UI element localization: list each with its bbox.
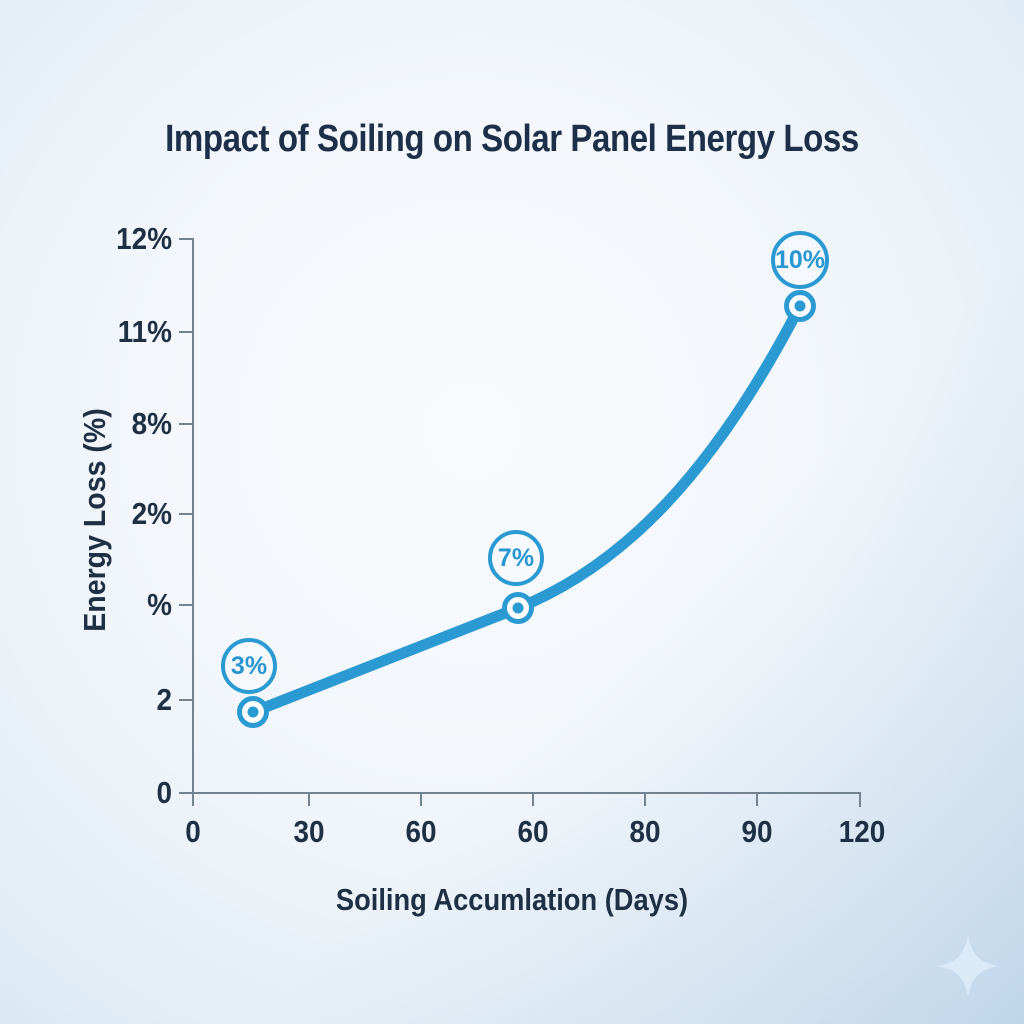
y-tick-label: 2 <box>156 682 172 717</box>
x-axis-line <box>179 792 861 807</box>
y-tick-label: 8% <box>131 406 172 441</box>
data-point-marker-day58 <box>502 592 534 624</box>
data-point-marker-day16 <box>237 696 269 728</box>
x-tick-label: 60 <box>517 814 549 849</box>
y-tick-label: 0 <box>156 775 172 810</box>
y-tick-label: 12% <box>116 221 172 256</box>
value-badge-3pct: 3% <box>221 638 277 694</box>
x-tick-label: 90 <box>741 814 773 849</box>
value-badge-7pct: 7% <box>488 530 544 586</box>
y-axis-ticks <box>179 331 193 701</box>
x-tick-label: 60 <box>405 814 437 849</box>
y-axis-title: Energy Loss (%) <box>77 408 112 632</box>
y-axis-line <box>179 238 194 806</box>
x-tick-label: 120 <box>838 814 886 849</box>
x-tick-label: 80 <box>629 814 661 849</box>
chart-title: Impact of Soiling on Solar Panel Energy … <box>165 118 859 160</box>
x-axis-ticks <box>192 793 758 806</box>
data-point-marker-day103 <box>784 290 816 322</box>
y-tick-label: 11% <box>117 314 172 349</box>
sparkle-icon <box>938 936 998 996</box>
x-tick-label: 30 <box>293 814 325 849</box>
x-tick-label: 0 <box>185 814 201 849</box>
energy-loss-curve <box>247 300 806 718</box>
value-badge-10pct: 10% <box>771 231 829 289</box>
y-tick-label: % <box>147 587 172 622</box>
x-axis-title: Soiling Accumlation (Days) <box>335 882 689 917</box>
y-tick-label: 2% <box>131 496 172 531</box>
